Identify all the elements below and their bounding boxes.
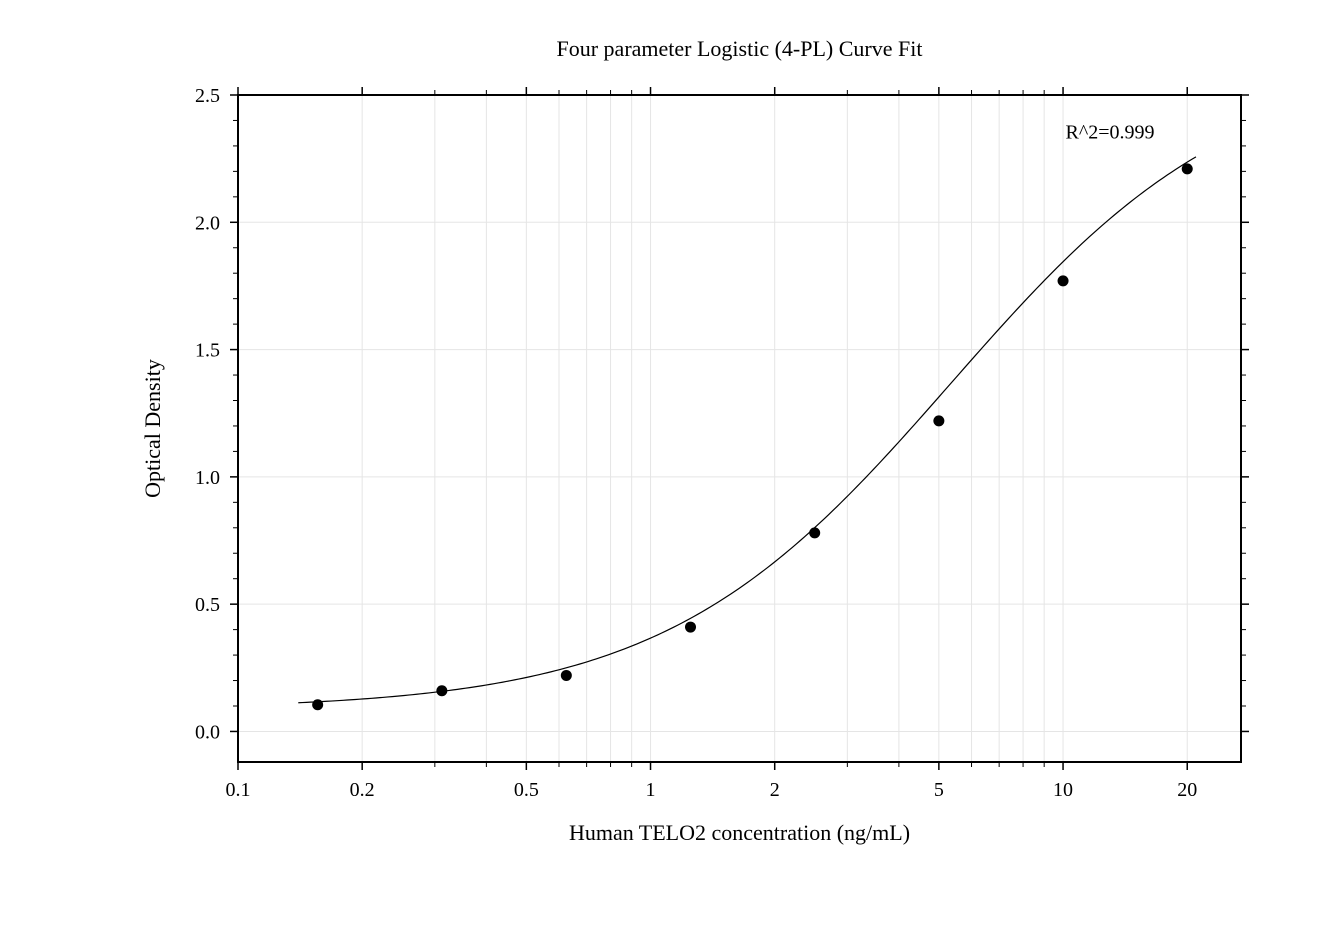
chart-title: Four parameter Logistic (4-PL) Curve Fit	[557, 36, 923, 61]
data-point	[1058, 275, 1069, 286]
x-tick-label: 0.2	[350, 779, 375, 801]
y-tick-label: 2.0	[195, 212, 220, 234]
x-tick-label: 0.1	[226, 779, 251, 801]
data-point	[809, 527, 820, 538]
data-point	[1182, 163, 1193, 174]
y-tick-label: 1.5	[195, 340, 220, 362]
x-tick-label: 0.5	[514, 779, 539, 801]
y-tick-label: 0.5	[195, 594, 220, 616]
data-point	[933, 415, 944, 426]
chart-svg: 0.1 0.2 0.5 1 2 5 10 20 0.0 0.5 1.0 1.5 2.0 2.5 Four p…	[0, 0, 1341, 934]
x-axis-label: Human TELO2 concentration (ng/mL)	[569, 820, 910, 845]
x-tick-label: 2	[770, 779, 780, 801]
y-tick-label: 1.0	[195, 467, 220, 489]
chart-container: 0.1 0.2 0.5 1 2 5 10 20 0.0 0.5 1.0 1.5 2.0 2.5 Four p…	[0, 0, 1341, 934]
x-tick-label: 20	[1177, 779, 1197, 801]
x-tick-label: 1	[646, 779, 656, 801]
y-axis-label: Optical Density	[140, 359, 165, 498]
y-tick-label: 0.0	[195, 721, 220, 743]
data-point	[436, 685, 447, 696]
x-tick-label: 10	[1053, 779, 1073, 801]
data-point	[561, 670, 572, 681]
x-tick-label: 5	[934, 779, 944, 801]
data-point	[685, 622, 696, 633]
y-tick-label: 2.5	[195, 85, 220, 107]
r-squared-annotation: R^2=0.999	[1066, 121, 1155, 143]
data-point	[312, 699, 323, 710]
